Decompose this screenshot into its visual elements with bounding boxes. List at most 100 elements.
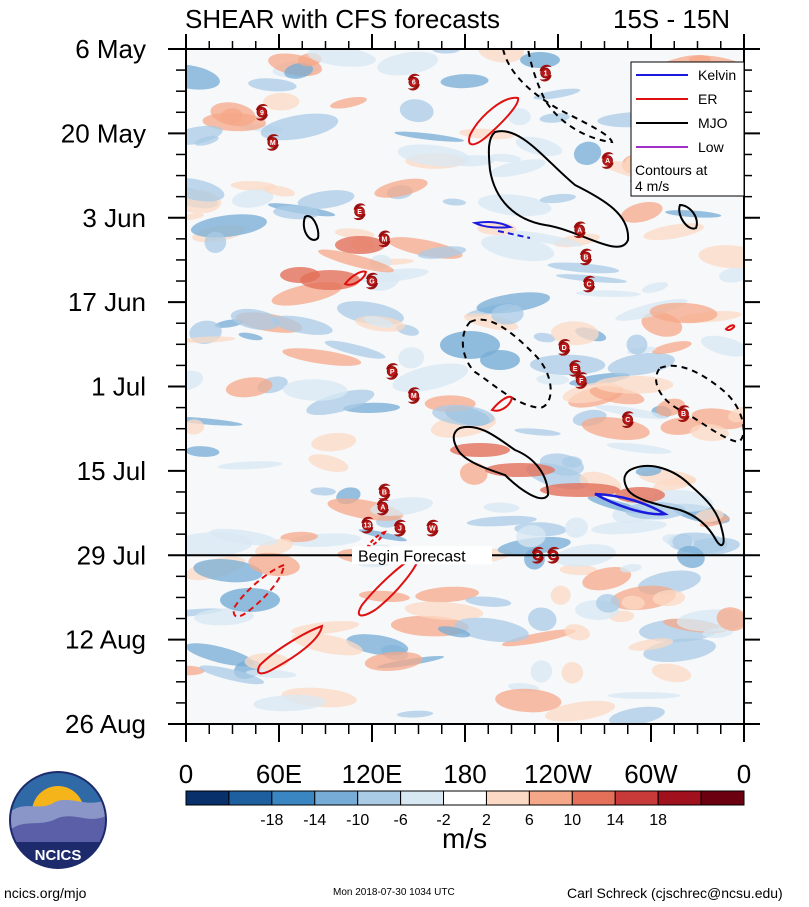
x-tick-label: 180 bbox=[443, 759, 486, 789]
shear-patch bbox=[465, 596, 512, 607]
colorbar-bin bbox=[700, 790, 745, 806]
mjo-contour bbox=[302, 215, 320, 241]
storm-marker bbox=[408, 390, 420, 401]
shear-patch bbox=[529, 354, 606, 376]
shear-patch bbox=[728, 406, 744, 423]
shear-patch bbox=[635, 466, 662, 477]
mjo-contour bbox=[487, 130, 630, 248]
storm-marker bbox=[580, 251, 592, 263]
shear-patch bbox=[575, 290, 642, 297]
er-contour bbox=[366, 530, 388, 548]
colorbar-label: -6 bbox=[393, 812, 407, 829]
shear-patch bbox=[620, 201, 663, 223]
y-tick-label: 12 Aug bbox=[65, 625, 146, 655]
shear-patch bbox=[248, 552, 300, 577]
colorbar-bin bbox=[314, 790, 359, 806]
shear-patch bbox=[652, 341, 692, 354]
shear-patch bbox=[651, 663, 692, 683]
colorbar-label: -10 bbox=[346, 812, 369, 829]
shear-patch bbox=[377, 51, 439, 76]
x-tick-label: 60E bbox=[256, 759, 302, 789]
colorbar-bin bbox=[443, 790, 487, 806]
shear-patch bbox=[573, 141, 602, 166]
shear-patch bbox=[502, 629, 576, 647]
shear-patch bbox=[260, 113, 339, 141]
shear-patch bbox=[186, 336, 236, 343]
shear-patch bbox=[282, 348, 362, 366]
colorbar-bin bbox=[571, 790, 616, 806]
shear-patch bbox=[652, 589, 686, 607]
shear-patch bbox=[194, 608, 254, 626]
shear-patch bbox=[394, 131, 464, 142]
colorbar-label: -18 bbox=[260, 812, 283, 829]
footer-timestamp: Mon 2018-07-30 1034 UTC bbox=[333, 887, 455, 898]
shear-patch bbox=[539, 193, 576, 204]
shear-patch bbox=[676, 545, 705, 569]
legend-entries: Kelvin ER MJO Low bbox=[636, 67, 736, 155]
shear-patch bbox=[506, 230, 583, 247]
kelvin-contour bbox=[594, 492, 669, 516]
shear-patch bbox=[297, 190, 355, 209]
storm-marker bbox=[256, 106, 268, 118]
er-contour bbox=[724, 324, 736, 332]
shear-patch bbox=[606, 442, 672, 454]
er-contour bbox=[343, 270, 368, 286]
storm-label: E bbox=[357, 209, 362, 216]
y-tick-label: 26 Aug bbox=[65, 709, 146, 739]
shear-patch bbox=[476, 292, 551, 314]
shear-patch bbox=[199, 665, 265, 685]
shear-patch bbox=[656, 398, 685, 417]
shear-patch bbox=[559, 564, 598, 576]
y-tick-label: 3 Jun bbox=[82, 203, 146, 233]
shear-patch bbox=[334, 228, 375, 239]
shear-patch bbox=[641, 282, 669, 293]
colorbar-bin bbox=[357, 790, 402, 806]
logo-text: NCICS bbox=[35, 847, 82, 864]
shear-patch bbox=[514, 428, 561, 436]
colorbar-bin bbox=[528, 790, 573, 806]
footer-site[interactable]: ncics.org/mjo bbox=[4, 885, 87, 901]
storm-marker bbox=[379, 233, 390, 245]
shear-patch bbox=[392, 363, 469, 393]
shear-patch bbox=[477, 194, 552, 217]
shear-patch bbox=[607, 692, 681, 700]
colorbar-bin bbox=[657, 790, 702, 806]
shear-patch bbox=[564, 517, 588, 538]
shear-patch bbox=[310, 487, 336, 496]
shear-patch bbox=[307, 49, 376, 67]
shear-patch bbox=[533, 88, 581, 100]
storm-marker bbox=[575, 375, 587, 386]
storm-label: P bbox=[390, 369, 395, 376]
colorbar-bin bbox=[614, 790, 659, 806]
shear-patch bbox=[404, 601, 484, 621]
shear-patch bbox=[450, 443, 510, 457]
shear-patch bbox=[478, 49, 524, 63]
shear-patch bbox=[595, 594, 621, 613]
storm-label: A bbox=[380, 505, 385, 512]
shear-patch bbox=[262, 92, 300, 111]
shear-patch bbox=[186, 178, 225, 202]
shear-patch bbox=[440, 74, 489, 89]
storm-label: M bbox=[411, 393, 417, 400]
shear-patch bbox=[210, 102, 256, 127]
shear-patch bbox=[466, 515, 537, 527]
y-tick-label: 1 Jul bbox=[91, 372, 146, 402]
colorbar-bin bbox=[485, 790, 530, 806]
shear-patch bbox=[417, 246, 467, 259]
shear-patch bbox=[209, 528, 278, 546]
storm-marker bbox=[267, 137, 279, 148]
er-contour bbox=[357, 553, 420, 617]
shear-patch bbox=[399, 99, 434, 123]
legend-note-line1: Contours at bbox=[635, 162, 707, 178]
storm-label: B bbox=[382, 489, 387, 496]
forecast-label: Begin Forecast bbox=[358, 548, 466, 565]
ncics-logo: NCICS bbox=[9, 771, 107, 869]
colorbar-label: -14 bbox=[303, 812, 326, 829]
storm-marker bbox=[379, 486, 390, 498]
colorbar-label: 6 bbox=[525, 812, 534, 829]
storm-label: C bbox=[586, 282, 591, 289]
storm-label: G bbox=[369, 279, 375, 286]
kelvin-contour bbox=[471, 221, 514, 229]
colorbar-bin bbox=[185, 790, 230, 806]
shear-patch bbox=[396, 710, 434, 718]
